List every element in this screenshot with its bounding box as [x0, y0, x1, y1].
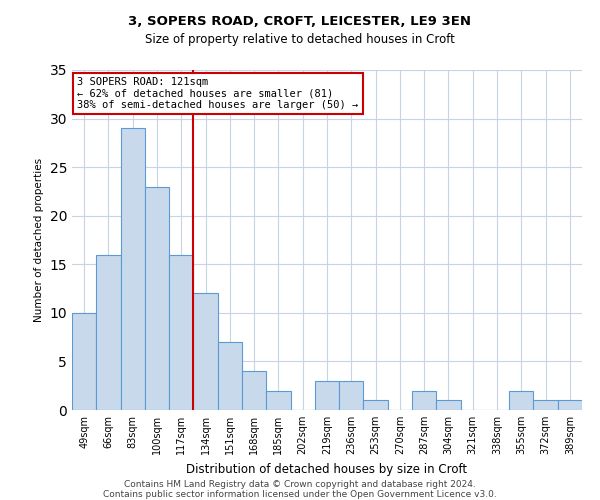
Bar [242, 371, 266, 410]
Bar [121, 128, 145, 410]
Bar [169, 254, 193, 410]
Text: Size of property relative to detached houses in Croft: Size of property relative to detached ho… [145, 32, 455, 46]
Bar [266, 390, 290, 410]
Bar [218, 342, 242, 410]
Bar [339, 381, 364, 410]
X-axis label: Distribution of detached houses by size in Croft: Distribution of detached houses by size … [187, 462, 467, 475]
Bar [145, 186, 169, 410]
Bar [72, 313, 96, 410]
Bar [509, 390, 533, 410]
Text: Contains public sector information licensed under the Open Government Licence v3: Contains public sector information licen… [103, 490, 497, 499]
Text: 3 SOPERS ROAD: 121sqm
← 62% of detached houses are smaller (81)
38% of semi-deta: 3 SOPERS ROAD: 121sqm ← 62% of detached … [77, 77, 358, 110]
Bar [533, 400, 558, 410]
Bar [412, 390, 436, 410]
Bar [96, 254, 121, 410]
Bar [364, 400, 388, 410]
Bar [558, 400, 582, 410]
Y-axis label: Number of detached properties: Number of detached properties [34, 158, 44, 322]
Bar [315, 381, 339, 410]
Text: 3, SOPERS ROAD, CROFT, LEICESTER, LE9 3EN: 3, SOPERS ROAD, CROFT, LEICESTER, LE9 3E… [128, 15, 472, 28]
Bar [193, 294, 218, 410]
Text: Contains HM Land Registry data © Crown copyright and database right 2024.: Contains HM Land Registry data © Crown c… [124, 480, 476, 489]
Bar [436, 400, 461, 410]
